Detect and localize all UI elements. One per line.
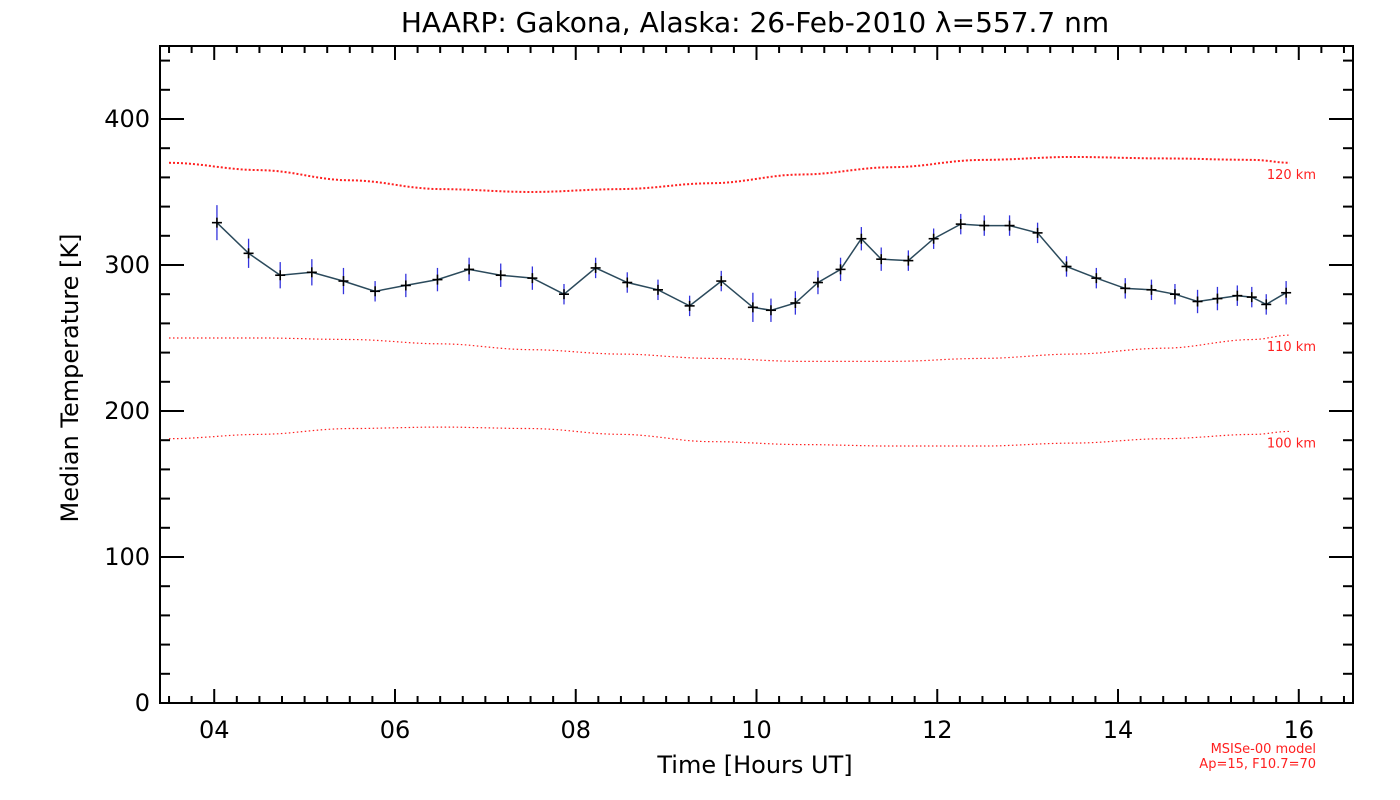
- x-tick-label: 12: [922, 716, 953, 744]
- data-point: [1146, 284, 1157, 295]
- data-point: [211, 217, 222, 228]
- data-point: [306, 267, 317, 278]
- x-tick-label: 16: [1283, 716, 1314, 744]
- plot-frame: [159, 45, 1354, 704]
- model-curves: 120 km 110 km 100 km: [168, 156, 1316, 451]
- model-note-line-2: Ap=15, F10.7=70: [1199, 757, 1316, 772]
- data-point: [684, 300, 695, 311]
- data-point: [856, 233, 867, 244]
- x-tick-label: 14: [1103, 716, 1134, 744]
- data-point: [1004, 220, 1015, 231]
- data-markers: [211, 217, 1292, 316]
- data-point: [1281, 287, 1292, 298]
- data-point: [400, 280, 411, 291]
- data-point: [527, 273, 538, 284]
- data-point: [243, 248, 254, 259]
- model-curve-label: 110 km: [1267, 340, 1316, 355]
- data-point: [1169, 289, 1180, 300]
- y-tick-label: 400: [104, 105, 150, 133]
- data-point: [716, 276, 727, 287]
- data-point: [464, 264, 475, 275]
- data-point: [1032, 227, 1043, 238]
- data-point: [1212, 293, 1223, 304]
- y-tick-label: 200: [104, 397, 150, 425]
- data-point: [275, 270, 286, 281]
- data-point: [338, 276, 349, 287]
- data-point: [590, 262, 601, 273]
- data-point: [765, 305, 776, 316]
- chart-title: HAARP: Gakona, Alaska: 26-Feb-2010 λ=557…: [401, 6, 1109, 39]
- x-axis-ticks: 04 06 08 10 12 14 16: [168, 46, 1345, 744]
- data-point: [955, 219, 966, 230]
- x-tick-label: 06: [380, 716, 411, 744]
- data-point: [835, 264, 846, 275]
- data-point: [432, 274, 443, 285]
- y-tick-label: 100: [104, 543, 150, 571]
- data-point: [790, 297, 801, 308]
- error-bars: [216, 205, 1287, 322]
- data-point: [1261, 299, 1272, 310]
- data-point: [622, 277, 633, 288]
- y-tick-label: 300: [104, 251, 150, 279]
- data-point: [1192, 296, 1203, 307]
- data-point: [747, 302, 758, 313]
- x-tick-label: 08: [560, 716, 591, 744]
- data-point: [903, 255, 914, 266]
- data-point: [928, 233, 939, 244]
- data-point: [370, 286, 381, 297]
- y-axis-ticks: 0 100 200 300 400: [104, 59, 1353, 717]
- model-curve-120-km: [168, 156, 1290, 194]
- data-point: [979, 220, 990, 231]
- data-point: [876, 254, 887, 265]
- x-tick-label: 10: [741, 716, 772, 744]
- data-point: [1061, 261, 1072, 272]
- data-point: [1232, 290, 1243, 301]
- y-axis-label: Median Temperature [K]: [56, 233, 84, 522]
- data-point: [812, 277, 823, 288]
- x-tick-label: 04: [199, 716, 230, 744]
- model-curve-label: 120 km: [1267, 168, 1316, 183]
- data-point: [495, 270, 506, 281]
- x-axis-label: Time [Hours UT]: [656, 751, 852, 779]
- data-point: [1120, 283, 1131, 294]
- model-note-line-1: MSISe-00 model: [1211, 742, 1316, 757]
- model-curve-110-km: [169, 334, 1290, 362]
- model-curve-label: 100 km: [1267, 436, 1316, 451]
- model-curve-100-km: [168, 426, 1290, 447]
- data-point: [652, 284, 663, 295]
- y-tick-label: 0: [135, 689, 150, 717]
- data-point: [558, 289, 569, 300]
- data-point: [1091, 273, 1102, 284]
- data-point: [1246, 292, 1257, 303]
